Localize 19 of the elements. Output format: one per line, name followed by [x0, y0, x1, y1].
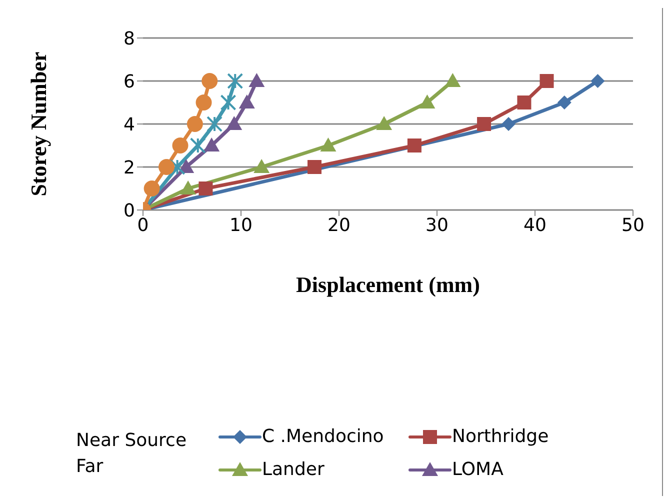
legend-label: Northridge — [452, 426, 549, 447]
y-tick-label: 2 — [124, 157, 135, 178]
text: Near Source — [76, 430, 187, 452]
y-tick-label: 8 — [124, 28, 135, 50]
x-tick-label: 40 — [524, 214, 546, 236]
y-tick-label: 0 — [124, 200, 135, 222]
y-tick-label: 6 — [124, 71, 135, 92]
x-axis-title: Displacement (mm) — [296, 272, 480, 297]
legend-label: Lander — [262, 459, 324, 480]
x-tick-label: 10 — [230, 214, 252, 236]
x-tick-label: 50 — [622, 214, 644, 236]
y-axis-title: Storey Number — [26, 52, 51, 196]
x-tick-label: 30 — [426, 214, 448, 236]
legend-label: LOMA — [452, 459, 504, 480]
x-tick-label: 0 — [137, 214, 149, 236]
y-tick-label: 4 — [124, 114, 135, 136]
legend-label: C .Mendocino — [262, 426, 384, 447]
x-tick-label: 20 — [328, 214, 350, 236]
text: Far — [76, 456, 104, 478]
